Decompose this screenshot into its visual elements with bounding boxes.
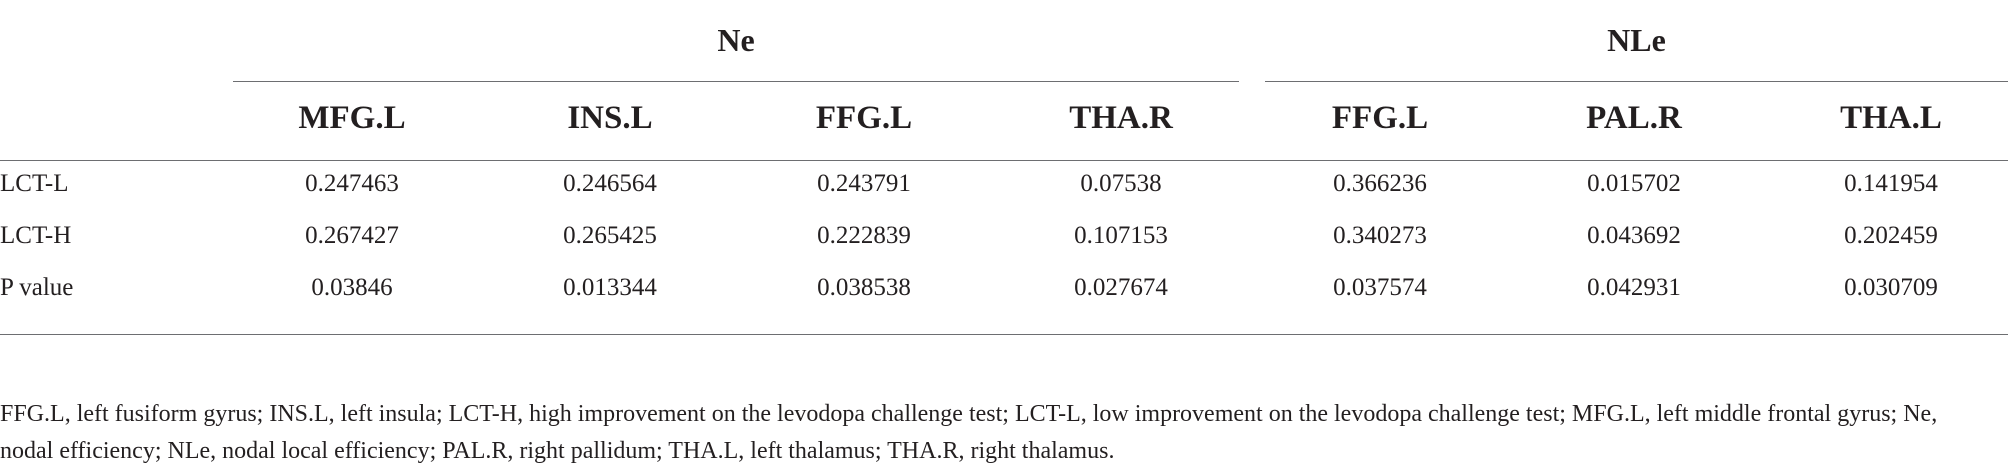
column-header-ffg-l-ne: FFG.L [815, 100, 913, 136]
header-rule [0, 160, 2008, 161]
table-cell: 0.038538 [817, 274, 911, 301]
group-rule-nle [1265, 81, 2008, 82]
table-cell: 0.107153 [1074, 222, 1168, 249]
table-cell: 0.340273 [1333, 222, 1427, 249]
table-footnote: FFG.L, left fusiform gyrus; INS.L, left … [0, 401, 1938, 464]
table-cell: 0.202459 [1844, 222, 1938, 249]
table-cell: 0.013344 [563, 274, 657, 301]
table-cell: 0.030709 [1844, 274, 1938, 301]
table-cell: 0.07538 [1080, 170, 1162, 197]
column-header-pal-r: PAL.R [1586, 100, 1682, 136]
table-cell: 0.265425 [563, 222, 657, 249]
table-cell: 0.042931 [1587, 274, 1681, 301]
table-cell: 0.247463 [305, 170, 399, 197]
table-cell: 0.246564 [563, 170, 657, 197]
group-header-ne: Ne [717, 22, 755, 58]
group-rule-ne [233, 81, 1239, 82]
table-cell: 0.027674 [1074, 274, 1168, 301]
row-label-lct-l: LCT-L [0, 170, 69, 197]
column-header-ins-l: INS.L [567, 100, 653, 136]
table-cell: 0.222839 [817, 222, 911, 249]
table-cell: 0.015702 [1587, 170, 1681, 197]
table-cell: 0.243791 [817, 170, 911, 197]
bottom-rule [0, 334, 2008, 335]
table-cell: 0.03846 [311, 274, 393, 301]
column-header-mfg-l: MFG.L [298, 100, 406, 136]
column-header-ffg-l-nle: FFG.L [1331, 100, 1429, 136]
column-header-tha-l: THA.L [1840, 100, 1942, 136]
table-cell: 0.037574 [1333, 274, 1427, 301]
table-cell: 0.366236 [1333, 170, 1427, 197]
row-label-lct-h: LCT-H [0, 222, 72, 249]
group-header-nle: NLe [1607, 22, 1666, 58]
column-header-tha-r: THA.R [1069, 100, 1173, 136]
table-cell: 0.267427 [305, 222, 399, 249]
table-cell: 0.043692 [1587, 222, 1681, 249]
table-cell: 0.141954 [1844, 170, 1938, 197]
row-label-p-value: P value [0, 274, 74, 301]
